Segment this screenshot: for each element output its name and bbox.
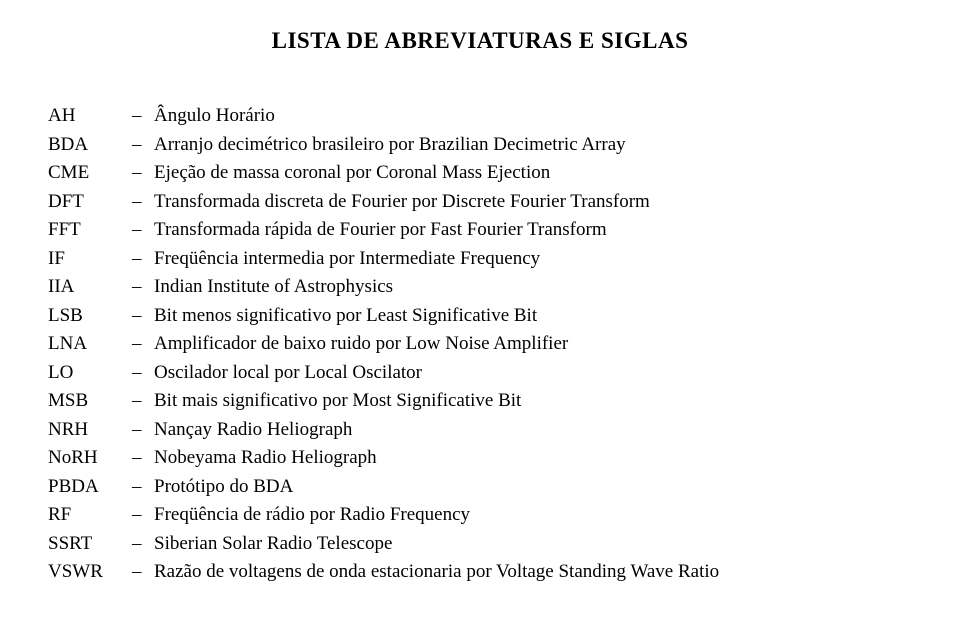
abbr-dash: –: [132, 159, 154, 188]
abbr-key: VSWR: [48, 558, 132, 587]
abbr-dash: –: [132, 216, 154, 245]
abbreviations-table: AH – Ângulo Horário BDA – Arranjo decimé…: [48, 102, 912, 587]
abbr-row: AH – Ângulo Horário: [48, 102, 912, 131]
abbr-desc: Razão de voltagens de onda estacionaria …: [154, 558, 912, 587]
abbr-dash: –: [132, 131, 154, 160]
abbr-dash: –: [132, 444, 154, 473]
abbr-key: FFT: [48, 216, 132, 245]
abbr-row: FFT – Transformada rápida de Fourier por…: [48, 216, 912, 245]
abbr-key: SSRT: [48, 530, 132, 559]
abbr-key: IIA: [48, 273, 132, 302]
abbr-desc: Ejeção de massa coronal por Coronal Mass…: [154, 159, 912, 188]
abbr-row: BDA – Arranjo decimétrico brasileiro por…: [48, 131, 912, 160]
abbr-row: LSB – Bit menos significativo por Least …: [48, 302, 912, 331]
abbr-desc: Ângulo Horário: [154, 102, 912, 131]
abbr-row: IIA – Indian Institute of Astrophysics: [48, 273, 912, 302]
abbr-dash: –: [132, 473, 154, 502]
abbr-desc: Nobeyama Radio Heliograph: [154, 444, 912, 473]
abbr-desc: Indian Institute of Astrophysics: [154, 273, 912, 302]
abbr-desc: Arranjo decimétrico brasileiro por Brazi…: [154, 131, 912, 160]
abbr-row: IF – Freqüência intermedia por Intermedi…: [48, 245, 912, 274]
abbr-row: RF – Freqüência de rádio por Radio Frequ…: [48, 501, 912, 530]
page-title: LISTA DE ABREVIATURAS E SIGLAS: [48, 28, 912, 54]
abbr-row: PBDA – Protótipo do BDA: [48, 473, 912, 502]
abbr-desc: Nançay Radio Heliograph: [154, 416, 912, 445]
abbr-dash: –: [132, 245, 154, 274]
page: LISTA DE ABREVIATURAS E SIGLAS AH – Ângu…: [0, 0, 960, 587]
abbr-key: BDA: [48, 131, 132, 160]
abbr-key: LO: [48, 359, 132, 388]
abbr-dash: –: [132, 387, 154, 416]
abbr-desc: Freqüência intermedia por Intermediate F…: [154, 245, 912, 274]
abbr-key: NRH: [48, 416, 132, 445]
abbr-dash: –: [132, 530, 154, 559]
abbr-desc: Transformada discreta de Fourier por Dis…: [154, 188, 912, 217]
abbr-row: NRH – Nançay Radio Heliograph: [48, 416, 912, 445]
abbr-dash: –: [132, 501, 154, 530]
abbr-key: LNA: [48, 330, 132, 359]
abbr-desc: Transformada rápida de Fourier por Fast …: [154, 216, 912, 245]
abbr-row: CME – Ejeção de massa coronal por Corona…: [48, 159, 912, 188]
abbr-key: PBDA: [48, 473, 132, 502]
abbr-row: VSWR – Razão de voltagens de onda estaci…: [48, 558, 912, 587]
abbr-dash: –: [132, 416, 154, 445]
abbr-row: LO – Oscilador local por Local Oscilator: [48, 359, 912, 388]
abbr-key: LSB: [48, 302, 132, 331]
abbr-desc: Amplificador de baixo ruido por Low Nois…: [154, 330, 912, 359]
abbr-key: NoRH: [48, 444, 132, 473]
abbr-dash: –: [132, 359, 154, 388]
abbr-row: DFT – Transformada discreta de Fourier p…: [48, 188, 912, 217]
abbr-row: LNA – Amplificador de baixo ruido por Lo…: [48, 330, 912, 359]
abbr-key: AH: [48, 102, 132, 131]
abbr-desc: Protótipo do BDA: [154, 473, 912, 502]
abbr-desc: Oscilador local por Local Oscilator: [154, 359, 912, 388]
abbr-desc: Bit mais significativo por Most Signific…: [154, 387, 912, 416]
abbr-desc: Siberian Solar Radio Telescope: [154, 530, 912, 559]
abbr-key: IF: [48, 245, 132, 274]
abbr-key: DFT: [48, 188, 132, 217]
abbr-key: CME: [48, 159, 132, 188]
abbr-dash: –: [132, 102, 154, 131]
abbr-dash: –: [132, 330, 154, 359]
abbr-dash: –: [132, 302, 154, 331]
abbr-desc: Freqüência de rádio por Radio Frequency: [154, 501, 912, 530]
abbr-dash: –: [132, 273, 154, 302]
abbr-key: MSB: [48, 387, 132, 416]
abbr-dash: –: [132, 188, 154, 217]
abbr-row: NoRH – Nobeyama Radio Heliograph: [48, 444, 912, 473]
abbr-row: MSB – Bit mais significativo por Most Si…: [48, 387, 912, 416]
abbr-key: RF: [48, 501, 132, 530]
abbr-dash: –: [132, 558, 154, 587]
abbr-desc: Bit menos significativo por Least Signif…: [154, 302, 912, 331]
abbr-row: SSRT – Siberian Solar Radio Telescope: [48, 530, 912, 559]
